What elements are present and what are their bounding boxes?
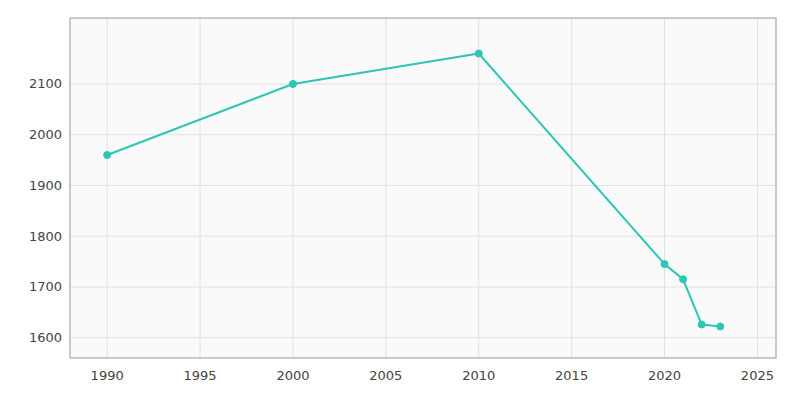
axes: 1990 1995 2000 2005 2010 2015 2020 2025 1600 1700… [29, 18, 776, 383]
y-grid-line [70, 337, 776, 338]
x-tick-label: 2005 [369, 368, 402, 383]
point [661, 261, 668, 268]
point [104, 152, 111, 159]
plot-area [70, 18, 776, 358]
y-tick-label: 1700 [29, 279, 62, 294]
plot-frame [70, 18, 776, 358]
y-tick-label: 1800 [29, 229, 62, 244]
y-tick-label: 1600 [29, 330, 62, 345]
y-grid-line [70, 236, 776, 237]
point [698, 321, 705, 328]
x-grid-line [107, 18, 108, 358]
x-grid-line [200, 18, 201, 358]
x-grid-line [571, 18, 572, 358]
y-grid-line [70, 286, 776, 287]
data [104, 50, 724, 330]
x-grid-line [292, 18, 293, 358]
x-grid-line [664, 18, 665, 358]
x-tick-label: 2015 [555, 368, 588, 383]
point [717, 323, 724, 330]
x-grid-line [757, 18, 758, 358]
x-tick-label: 2010 [462, 368, 495, 383]
y-tick-label: 2100 [29, 76, 62, 91]
y-grid-line [70, 185, 776, 186]
x-tick-label: 2025 [741, 368, 774, 383]
y-tick-label: 1900 [29, 178, 62, 193]
x-tick-label: 1990 [91, 368, 124, 383]
x-tick-label: 2020 [648, 368, 681, 383]
point [475, 50, 482, 57]
y-grid-line [70, 134, 776, 135]
point [680, 276, 687, 283]
y-tick-label: 2000 [29, 127, 62, 142]
line [107, 54, 720, 327]
x-tick-label: 1995 [184, 368, 217, 383]
chart: 1990 1995 2000 2005 2010 2015 2020 2025 1600 1700… [0, 0, 800, 400]
point [289, 80, 296, 87]
x-grid-line [478, 18, 479, 358]
grid [70, 18, 776, 358]
x-tick-label: 2000 [276, 368, 309, 383]
y-grid-line [70, 83, 776, 84]
